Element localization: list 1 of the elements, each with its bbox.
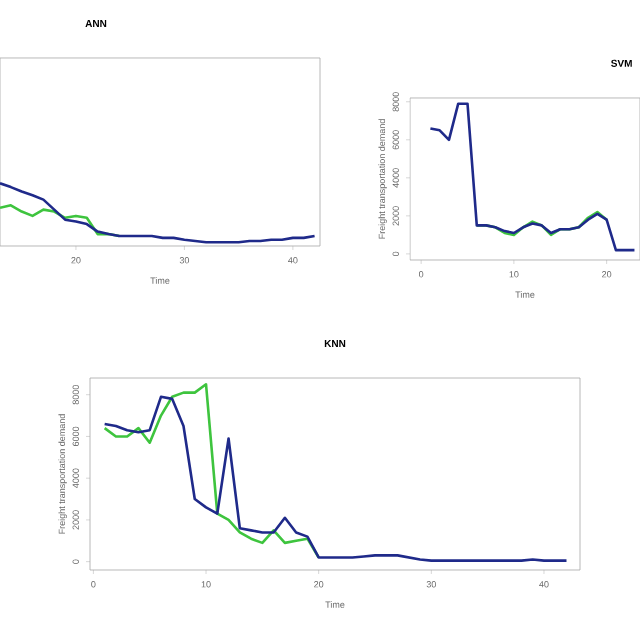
line-series — [103, 382, 320, 559]
